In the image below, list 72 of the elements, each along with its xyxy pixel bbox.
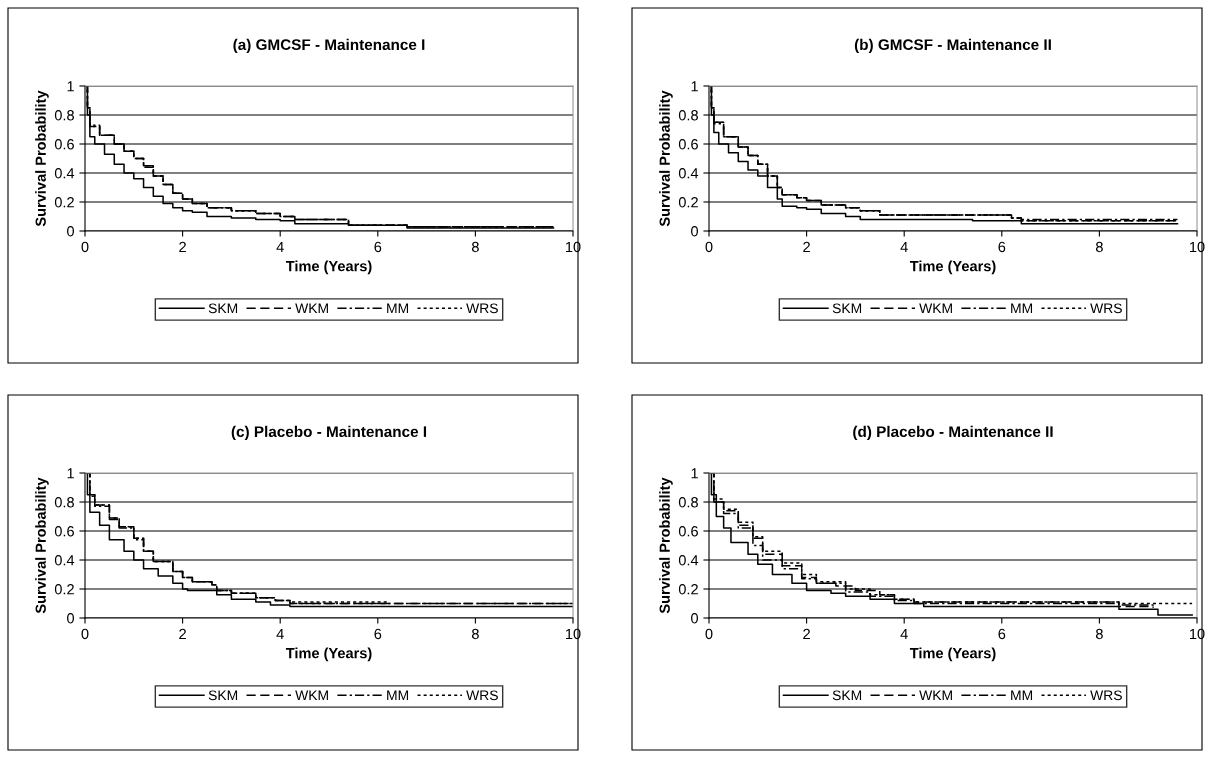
y-tick-label: 0.4	[678, 168, 699, 179]
y-axis-title: Survival Probability	[35, 477, 49, 614]
legend-label: WKM	[919, 303, 952, 314]
x-tick-label: 4	[276, 628, 284, 639]
y-tick-label: 0	[67, 226, 75, 237]
x-tick-label: 2	[803, 241, 810, 252]
y-tick-label: 0.8	[678, 497, 698, 508]
x-axis-title: Time (Years)	[285, 647, 372, 662]
x-axis-title: Time (Years)	[285, 260, 372, 275]
legend-label: WRS	[466, 690, 498, 701]
x-tick-label: 0	[81, 628, 89, 640]
y-tick-label: 0.6	[678, 139, 698, 150]
y-axis-title: Survival Probability	[659, 90, 673, 227]
chart-title: (c) Placebo - Maintenance I	[231, 425, 427, 441]
y-tick-label: 1	[691, 81, 698, 92]
x-axis-title: Time (Years)	[909, 647, 996, 662]
chart-title: (a) GMCSF - Maintenance I	[233, 38, 425, 54]
y-tick-label: 0	[691, 613, 699, 624]
y-tick-label: 1	[67, 468, 74, 479]
x-tick-label: 2	[179, 628, 186, 639]
x-tick-label: 6	[998, 241, 1006, 253]
legend-label: WRS	[1090, 690, 1122, 701]
legend-label: WKM	[919, 690, 952, 701]
x-tick-label: 2	[179, 241, 186, 252]
legend-label: MM	[387, 303, 409, 314]
x-tick-label: 6	[374, 628, 382, 640]
y-tick-label: 0.2	[678, 197, 698, 208]
y-tick-label: 0	[67, 613, 75, 624]
y-tick-label: 0.2	[678, 584, 698, 595]
x-tick-label: 8	[471, 241, 479, 253]
chart-title: (d) Placebo - Maintenance II	[853, 425, 1053, 441]
x-tick-label: 8	[1095, 241, 1103, 253]
y-axis-title: Survival Probability	[659, 477, 673, 614]
x-tick-label: 4	[900, 241, 908, 252]
legend-label: WRS	[466, 303, 498, 314]
x-tick-label: 6	[374, 241, 382, 253]
legend-label: MM	[1011, 303, 1033, 314]
x-tick-label: 6	[998, 628, 1006, 640]
legend-label: SKM	[832, 303, 862, 314]
legend-label: SKM	[208, 690, 238, 701]
x-tick-label: 0	[705, 628, 713, 640]
y-tick-label: 0.6	[54, 139, 74, 150]
y-tick-label: 0.8	[54, 497, 74, 508]
x-tick-label: 8	[1095, 628, 1103, 640]
y-tick-label: 0.8	[54, 110, 74, 121]
x-tick-label: 0	[705, 241, 713, 253]
chart-title: (b) GMCSF - Maintenance II	[854, 38, 1051, 54]
x-tick-label: 2	[803, 628, 810, 639]
y-tick-label: 0.4	[54, 168, 75, 179]
y-tick-label: 0.4	[678, 555, 699, 566]
legend-label: WKM	[295, 690, 328, 701]
y-tick-label: 0	[691, 226, 699, 237]
y-tick-label: 0.6	[54, 526, 74, 537]
y-tick-label: 0.6	[678, 526, 698, 537]
x-tick-label: 4	[276, 241, 284, 252]
legend-label: MM	[387, 690, 409, 701]
legend-label: SKM	[832, 690, 862, 701]
x-tick-label: 8	[471, 628, 479, 640]
y-tick-label: 0.2	[54, 197, 74, 208]
y-tick-label: 1	[691, 468, 698, 479]
x-axis-title: Time (Years)	[909, 260, 996, 275]
legend-label: WKM	[295, 303, 328, 314]
legend-label: SKM	[208, 303, 238, 314]
y-tick-label: 0.2	[54, 584, 74, 595]
y-tick-label: 1	[67, 81, 74, 92]
y-tick-label: 0.4	[54, 555, 75, 566]
legend-label: WRS	[1090, 303, 1122, 314]
legend-label: MM	[1011, 690, 1033, 701]
y-axis-title: Survival Probability	[35, 90, 49, 227]
x-tick-label: 0	[81, 241, 89, 253]
y-tick-label: 0.8	[678, 110, 698, 121]
x-tick-label: 4	[900, 628, 908, 639]
